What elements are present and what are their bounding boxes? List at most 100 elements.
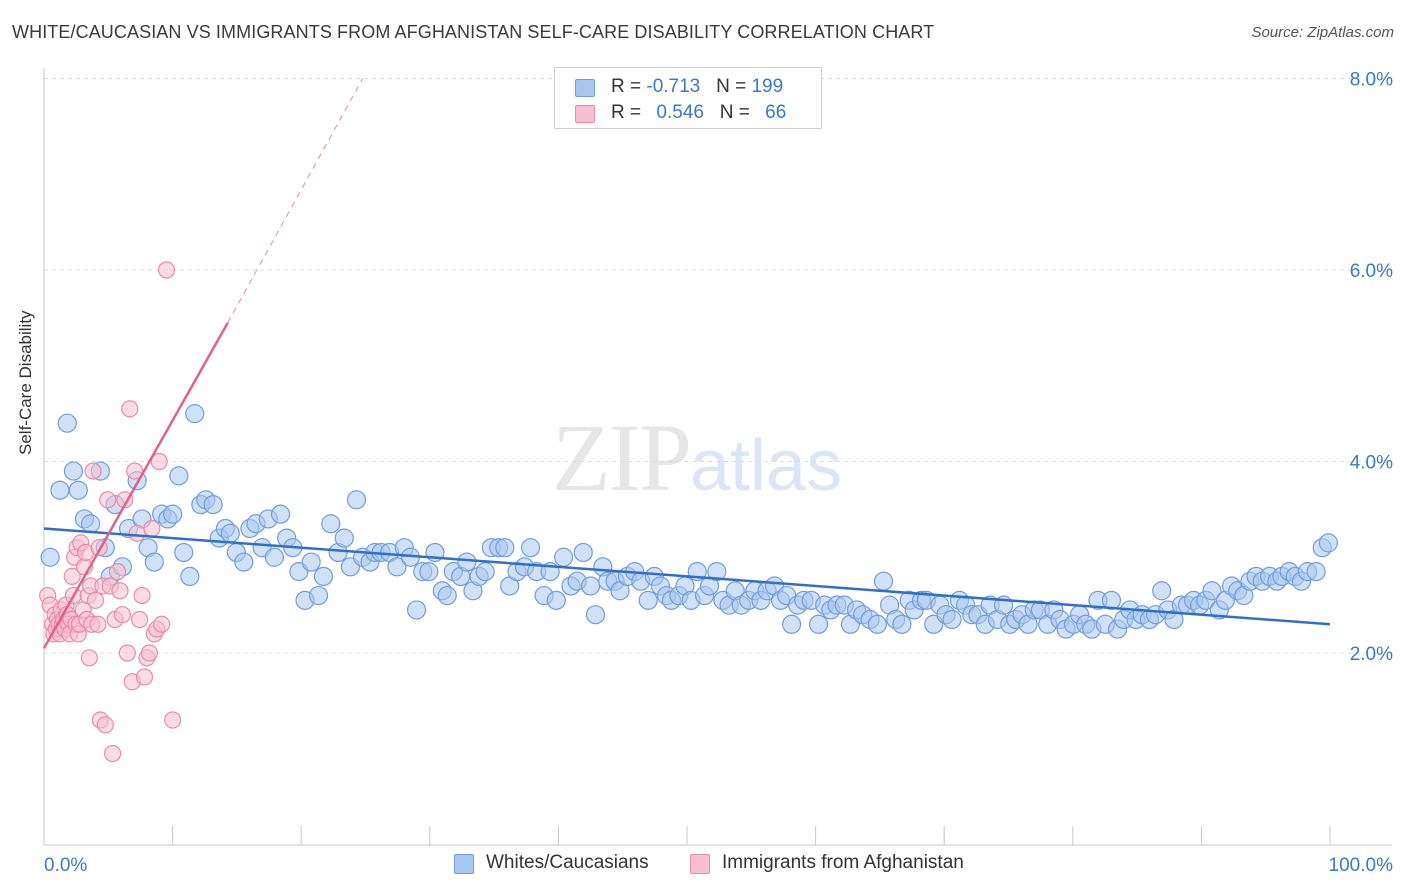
afghanistan-point <box>128 524 146 542</box>
whites-point <box>387 557 407 577</box>
legend-swatch-afghanistan <box>690 854 710 874</box>
afghanistan-point <box>164 711 182 729</box>
afghanistan-point <box>135 668 154 686</box>
whites-point <box>520 538 541 558</box>
whites-point <box>234 552 254 572</box>
y-tick-label: 4.0% <box>1350 453 1393 474</box>
afghanistan-point <box>113 606 132 624</box>
whites-point <box>585 605 606 625</box>
afghanistan-point <box>111 582 129 600</box>
whites-point <box>68 480 88 500</box>
afghanistan-point <box>143 519 161 538</box>
whites-point <box>264 547 285 567</box>
whites-point <box>301 552 321 572</box>
n-value: 199 <box>751 76 784 97</box>
whites-point <box>1152 581 1172 601</box>
whites-point <box>781 614 802 634</box>
r-label: R = <box>611 76 647 97</box>
whites-point <box>573 542 593 563</box>
afghanistan-point <box>130 610 149 629</box>
y-axis-label: Self-Care Disability <box>16 310 35 455</box>
watermark-zip: ZIP <box>552 404 692 511</box>
n-label: N = <box>719 102 756 123</box>
whites-point <box>321 514 341 534</box>
whites-point <box>313 566 334 587</box>
whites-point <box>638 590 658 610</box>
whites-point <box>203 494 223 515</box>
whites-point <box>308 585 329 606</box>
afghanistan-point <box>89 615 107 633</box>
whites-point <box>554 547 574 567</box>
afghanistan-point <box>121 400 139 418</box>
whites-point <box>1101 590 1122 610</box>
whites-point <box>50 480 70 500</box>
r-value: -0.713 <box>646 76 701 97</box>
watermark-atlas: atlas <box>690 426 843 506</box>
y-tick-label: 8.0% <box>1350 70 1393 91</box>
whites-point <box>892 614 912 634</box>
whites-point <box>40 547 60 567</box>
whites-point <box>475 562 495 582</box>
whites-point <box>180 566 200 587</box>
afghanistan-point <box>153 615 171 633</box>
whites-point <box>419 562 439 582</box>
afghanistan-point <box>63 567 81 586</box>
whites-point <box>495 538 515 558</box>
whites-point <box>867 614 887 634</box>
y-tick-label: 6.0% <box>1350 261 1393 282</box>
whites-point <box>174 542 194 563</box>
afghanistan-point <box>86 591 105 609</box>
x-tick-label: 0.0% <box>44 855 87 876</box>
afghanistan-point <box>80 649 98 667</box>
whites-point <box>1306 562 1326 582</box>
afghanistan-point <box>133 586 151 605</box>
afghanistan-trend-line <box>42 322 229 649</box>
whites-point <box>185 404 205 424</box>
afghanistan-point <box>157 261 176 279</box>
whites-point <box>144 552 164 572</box>
whites-point <box>437 585 457 606</box>
whites-point <box>1318 533 1338 553</box>
r-value: 0.546 <box>656 102 704 123</box>
chart-title: WHITE/CAUCASIAN VS IMMIGRANTS FROM AFGHA… <box>12 22 935 42</box>
whites-point <box>220 523 240 543</box>
stats-legend: R = -0.713 N = 199 R = 0.546 N = 66 <box>554 67 822 129</box>
y-tick-label: 2.0% <box>1350 644 1393 665</box>
afghanistan-trend-extension <box>227 78 364 323</box>
whites-point <box>57 413 77 433</box>
whites-trend-line <box>43 527 1331 626</box>
afghanistan-point <box>108 563 127 581</box>
n-value: 66 <box>765 102 787 123</box>
legend-label-whites: Whites/Caucasians <box>486 852 649 873</box>
whites-point <box>457 552 477 572</box>
whites-point <box>163 504 183 524</box>
source-label: Source: ZipAtlas.com <box>1251 24 1394 41</box>
whites-point <box>1202 581 1222 601</box>
whites-point <box>406 600 427 620</box>
afghanistan-point <box>99 491 117 509</box>
n-label: N = <box>716 76 752 97</box>
whites-point <box>63 461 84 481</box>
whites-point <box>942 609 962 630</box>
r-label: R = <box>611 102 647 123</box>
legend-swatch-whites <box>454 854 474 874</box>
whites-point <box>346 490 367 510</box>
legend-swatch-whites <box>575 79 595 97</box>
whites-point <box>580 576 601 596</box>
legend-swatch-afghanistan <box>575 105 595 123</box>
whites-point <box>334 528 354 548</box>
whites-point <box>707 562 727 582</box>
afghanistan-point <box>118 644 136 662</box>
whites-point <box>169 466 189 486</box>
afghanistan-point <box>104 744 122 763</box>
watermark: ZIPatlas <box>552 402 842 513</box>
whites-point <box>80 514 101 534</box>
whites-point <box>270 504 291 524</box>
afghanistan-point <box>150 452 168 471</box>
afghanistan-point <box>140 644 158 662</box>
x-tick-label: 100.0% <box>1329 855 1394 876</box>
afghanistan-point <box>96 716 114 734</box>
afghanistan-point <box>84 462 102 480</box>
whites-point <box>808 614 829 634</box>
